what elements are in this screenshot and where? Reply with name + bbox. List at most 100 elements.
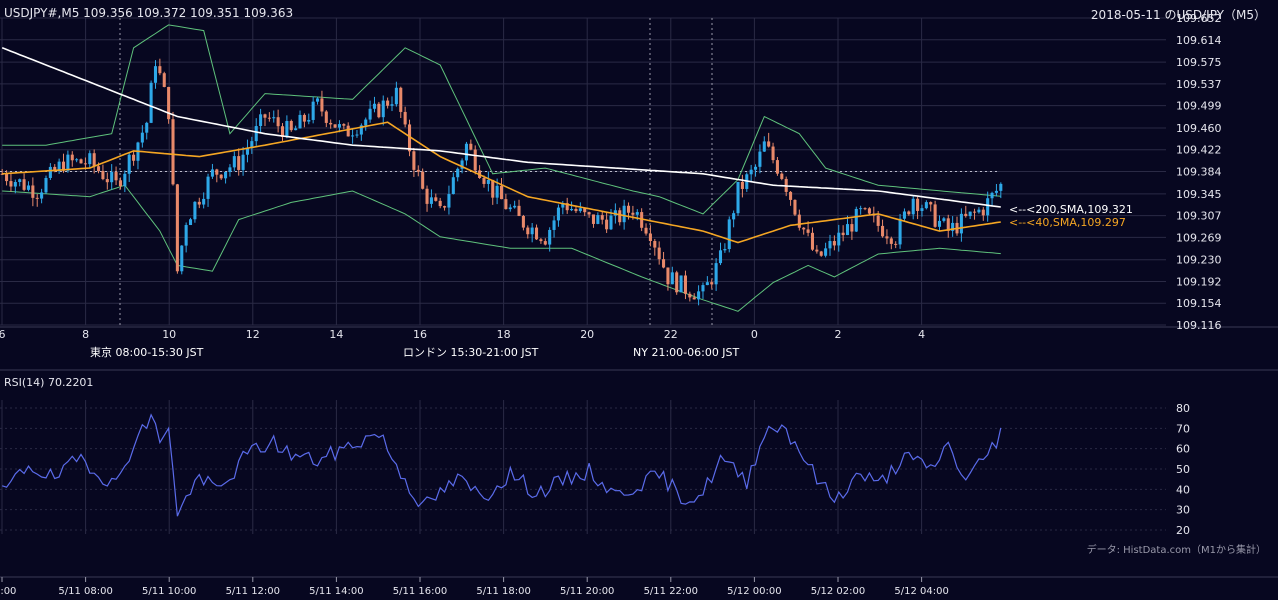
candle-up xyxy=(990,192,994,199)
candle-up xyxy=(679,275,683,293)
rsi-tick-label: 40 xyxy=(1176,483,1190,496)
candle-up xyxy=(622,205,626,223)
price-tick-label: 109.154 xyxy=(1176,297,1222,310)
session-london: ロンドン 15:30-21:00 JST xyxy=(397,342,627,364)
candle-up xyxy=(381,100,385,118)
candle-down xyxy=(105,179,109,183)
candle-down xyxy=(280,126,285,137)
candle-up xyxy=(145,122,149,133)
candle-up xyxy=(486,179,490,184)
candle-up xyxy=(613,210,617,216)
candle-down xyxy=(964,213,968,217)
candle-up xyxy=(254,126,258,142)
candle-up xyxy=(670,272,674,285)
candle-down xyxy=(565,203,569,211)
candle-up xyxy=(578,208,582,212)
time-axis-label: 5/11 10:00 xyxy=(142,586,196,597)
candle-down xyxy=(819,251,823,256)
candle-up xyxy=(464,143,468,161)
candle-down xyxy=(535,227,539,240)
candle-down xyxy=(583,208,587,213)
candle-up xyxy=(259,114,263,127)
candle-down xyxy=(162,73,166,87)
candle-up xyxy=(140,132,144,143)
candle-down xyxy=(175,184,179,272)
sma200-line xyxy=(1,47,1001,208)
candle-up xyxy=(429,197,433,204)
candle-up xyxy=(845,224,850,236)
price-x-tick-label: 4 xyxy=(918,328,925,341)
candle-down xyxy=(618,210,622,223)
price-x-tick-label: 10 xyxy=(162,328,176,341)
candle-up xyxy=(180,245,184,272)
candle-up xyxy=(999,183,1003,191)
sma40-label: <--<40,SMA,109.297 xyxy=(1009,216,1126,229)
candle-down xyxy=(263,114,267,118)
candle-up xyxy=(714,263,718,285)
candle-up xyxy=(937,220,942,227)
candle-up xyxy=(66,154,70,171)
candle-up xyxy=(824,248,828,256)
candle-up xyxy=(951,222,955,231)
candle-up xyxy=(272,117,276,119)
candle-up xyxy=(307,119,311,122)
price-tick-label: 109.230 xyxy=(1176,254,1222,267)
candle-down xyxy=(815,249,819,252)
candle-down xyxy=(320,98,324,112)
candle-up xyxy=(548,229,552,245)
candle-down xyxy=(972,211,977,213)
candle-down xyxy=(22,179,26,190)
price-x-tick-label: 2 xyxy=(835,328,842,341)
candle-down xyxy=(793,199,797,215)
candle-down xyxy=(499,185,504,200)
candle-down xyxy=(70,154,74,161)
candle-down xyxy=(219,174,223,179)
candle-down xyxy=(767,141,771,147)
candle-down xyxy=(97,166,101,171)
candle-down xyxy=(867,208,871,214)
candle-up xyxy=(898,218,902,245)
candle-down xyxy=(517,205,521,216)
candle-up xyxy=(837,232,841,246)
candle-down xyxy=(802,227,806,230)
candle-down xyxy=(504,199,508,210)
candle-up xyxy=(241,154,245,170)
candle-up xyxy=(705,282,709,286)
candle-down xyxy=(587,212,591,215)
price-tick-label: 109.537 xyxy=(1176,78,1222,91)
candle-up xyxy=(149,82,153,123)
candle-down xyxy=(631,212,635,215)
candle-up xyxy=(718,250,723,264)
rsi-label: RSI(14) 70.2201 xyxy=(4,376,94,389)
candle-down xyxy=(640,212,644,228)
price-tick-label: 109.575 xyxy=(1176,56,1222,69)
candle-up xyxy=(26,185,31,190)
candle-down xyxy=(53,166,57,171)
price-tick-label: 109.192 xyxy=(1176,275,1222,288)
candle-up xyxy=(294,128,298,131)
candle-down xyxy=(132,154,136,161)
candle-down xyxy=(171,119,175,185)
price-tick-label: 109.499 xyxy=(1176,100,1222,113)
candle-up xyxy=(924,202,928,209)
candle-up xyxy=(184,225,188,246)
price-x-tick-label: 20 xyxy=(580,328,594,341)
candle-down xyxy=(675,272,679,293)
candle-down xyxy=(421,171,425,189)
candle-down xyxy=(806,229,810,233)
candle-up xyxy=(754,166,758,170)
candle-down xyxy=(197,201,201,205)
candle-up xyxy=(364,119,368,126)
price-tick-label: 109.345 xyxy=(1176,188,1222,201)
candle-up xyxy=(920,208,924,211)
candle-down xyxy=(79,159,83,164)
candle-down xyxy=(276,117,280,127)
candle-down xyxy=(666,267,670,285)
candle-up xyxy=(556,207,560,221)
candle-down xyxy=(780,173,784,179)
candle-up xyxy=(394,87,398,105)
candle-up xyxy=(127,154,131,174)
candle-up xyxy=(13,182,17,187)
price-x-tick-label: 18 xyxy=(497,328,511,341)
